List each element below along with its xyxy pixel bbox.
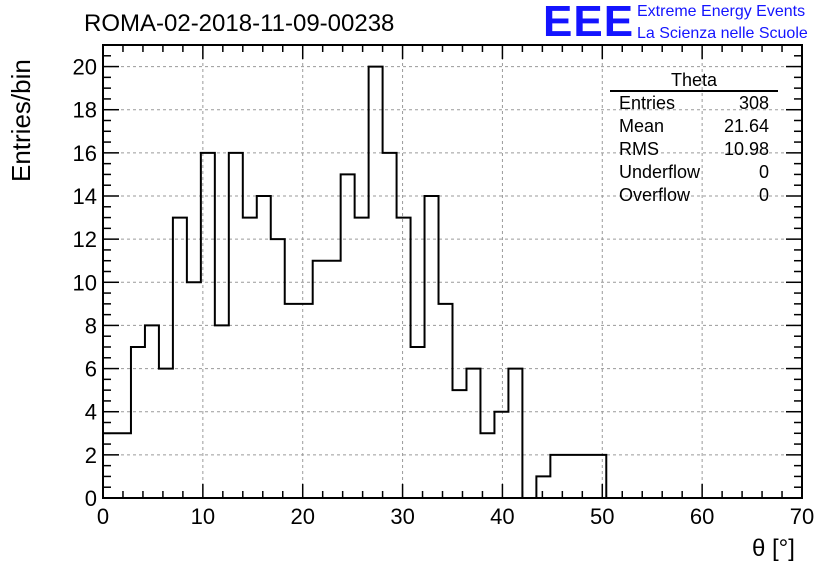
stats-label: RMS	[619, 139, 659, 159]
histogram-bin	[341, 174, 355, 498]
x-tick-label: 40	[490, 504, 514, 529]
histogram-bin	[215, 325, 229, 498]
histogram-bin	[355, 218, 369, 498]
y-tick-label: 2	[85, 443, 97, 468]
y-tick-label: 8	[85, 313, 97, 338]
x-tick-label: 30	[390, 504, 414, 529]
histogram-bin	[425, 196, 439, 498]
x-tick-label: 70	[790, 504, 814, 529]
histogram-bin	[257, 196, 271, 498]
histogram-bin	[173, 218, 187, 498]
histogram-bin	[508, 369, 522, 498]
y-tick-label: 12	[73, 227, 97, 252]
y-tick-label: 20	[73, 55, 97, 80]
stats-row-overflow: Overflow 0	[610, 184, 778, 207]
chart-title: ROMA-02-2018-11-09-00238	[84, 10, 395, 37]
logo-subtitle-line2: La Scienza nelle Scuole	[637, 25, 808, 42]
stats-row-entries: Entries 308	[610, 92, 778, 115]
x-tick-label: 20	[290, 504, 314, 529]
histogram-outline	[103, 65, 608, 499]
stats-row-rms: RMS 10.98	[610, 138, 778, 161]
x-tick-label: 10	[191, 504, 215, 529]
y-tick-label: 6	[85, 357, 97, 382]
histogram-bin	[592, 455, 606, 498]
stats-label: Entries	[619, 93, 676, 113]
stats-value: 0	[758, 185, 769, 205]
histogram-bin	[564, 455, 578, 498]
stats-value: 10.98	[723, 139, 769, 159]
stats-value: 308	[738, 93, 769, 113]
histogram-bin	[536, 476, 550, 498]
histogram-bin	[397, 218, 411, 498]
stats-row-underflow: Underflow 0	[610, 161, 778, 184]
x-axis-label: θ [°]	[752, 535, 795, 562]
logo-subtitle-line1: Extreme Energy Events	[637, 3, 806, 20]
histogram-bin	[578, 455, 592, 498]
histogram-bin	[299, 304, 313, 498]
x-tick-label: 50	[590, 504, 614, 529]
histogram-bin	[159, 369, 173, 498]
histogram-bin	[466, 369, 480, 498]
y-tick-label: 16	[73, 141, 97, 166]
stats-row-mean: Mean 21.64	[610, 115, 778, 138]
eee-logo: EEE	[543, 0, 635, 46]
histogram-bin	[285, 304, 299, 498]
stats-title: Theta	[610, 70, 778, 92]
y-tick-label: 0	[85, 486, 97, 511]
histogram-bin	[411, 347, 425, 498]
stats-label: Overflow	[619, 185, 691, 205]
stats-label: Mean	[619, 116, 665, 136]
stats-value: 0	[758, 162, 769, 182]
histogram-bin	[187, 282, 201, 498]
stats-label: Underflow	[619, 162, 701, 182]
histogram-bin	[480, 433, 494, 498]
histogram-bin	[439, 304, 453, 498]
y-tick-label: 10	[73, 270, 97, 295]
histogram-bin	[453, 390, 467, 498]
y-tick-label: 14	[73, 184, 97, 209]
stats-box: Theta Entries 308 Mean 21.64 RMS 10.98 U…	[610, 70, 778, 207]
x-tick-label: 60	[690, 504, 714, 529]
histogram-bin	[383, 153, 397, 498]
histogram-bin	[131, 347, 145, 498]
histogram-bin	[313, 261, 327, 498]
histogram-bin	[243, 218, 257, 498]
y-tick-label: 18	[73, 98, 97, 123]
x-tick-label: 0	[97, 504, 109, 529]
y-tick-label: 4	[85, 400, 97, 425]
stats-value: 21.64	[723, 116, 769, 136]
histogram-bin	[117, 433, 131, 498]
histogram-bin	[327, 261, 341, 498]
